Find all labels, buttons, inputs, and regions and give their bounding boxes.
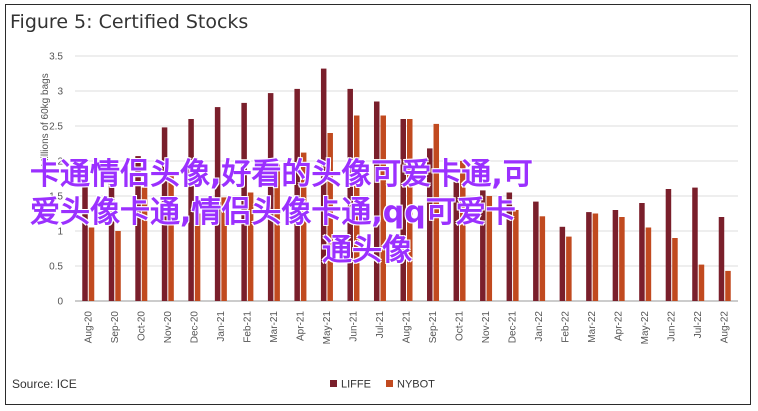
bar-nybot [380, 115, 386, 301]
x-tick-label: May-21 [322, 311, 333, 345]
y-axis-ticks: 0 0.5 1 1.5 2 2.5 3 3.5 [49, 52, 63, 308]
bar-liffe [453, 180, 460, 301]
bar-nybot [645, 227, 652, 301]
x-tick-label: Sep-21 [428, 311, 439, 344]
chart-title: Figure 5: Certified Stocks [10, 11, 249, 33]
x-tick-label: Jan-22 [534, 311, 545, 342]
bar-nybot [141, 187, 148, 301]
bar-nybot [460, 161, 466, 301]
bars [82, 68, 731, 302]
bar-nybot [221, 197, 227, 301]
bar-liffe [559, 226, 566, 301]
bar-nybot [433, 123, 440, 302]
bar-liffe [108, 182, 115, 301]
bar-nybot [274, 164, 280, 301]
watermark-line-2: 爱头像卡通,情侣头像卡通,qq可爱卡 [30, 195, 516, 230]
bar-nybot [672, 238, 678, 301]
x-tick-label: Jul-21 [375, 311, 386, 339]
y-tick-label: 1.5 [49, 192, 63, 203]
bar-nybot [353, 115, 360, 301]
bar-liffe [400, 119, 406, 301]
x-tick-label: Nov-20 [163, 311, 174, 344]
x-tick-label: Apr-21 [295, 311, 306, 341]
bar-liffe [241, 102, 247, 302]
bar-liffe [533, 201, 539, 301]
x-tick-label: Apr-22 [614, 311, 625, 341]
x-tick-label: Aug-21 [402, 311, 413, 344]
bar-liffe [480, 190, 486, 301]
bar-liffe [506, 192, 513, 301]
bar-nybot [88, 227, 95, 301]
bar-liffe [294, 88, 300, 302]
bar-nybot [619, 217, 625, 301]
watermark-line-3: 通头像 [322, 233, 412, 268]
bar-liffe [373, 101, 380, 301]
x-tick-label: Oct-21 [455, 311, 466, 341]
bar-nybot [194, 213, 201, 301]
x-tick-label: Aug-20 [83, 311, 94, 344]
x-tick-label: Nov-21 [481, 311, 492, 344]
bar-liffe [135, 156, 141, 301]
bar-liffe [612, 210, 619, 301]
bar-nybot [513, 210, 519, 301]
bar-nybot [592, 213, 599, 301]
bar-nybot [539, 216, 546, 301]
bar-liffe [161, 127, 168, 302]
x-tick-label: Feb-22 [561, 311, 572, 343]
bar-nybot [115, 231, 121, 301]
x-tick-label: May-22 [640, 311, 651, 345]
bar-liffe [665, 189, 672, 301]
bar-liffe [692, 187, 698, 301]
x-tick-label: Aug-22 [720, 311, 731, 344]
legend-label: NYBOT [397, 379, 435, 391]
y-tick-label: 2 [57, 157, 63, 168]
y-axis-label: Millions of 60kg bags [40, 73, 51, 166]
bar-liffe [586, 212, 592, 301]
x-tick-label: Dec-20 [189, 311, 200, 344]
x-tick-label: Oct-20 [136, 311, 147, 341]
x-tick-label: Jul-22 [693, 311, 704, 339]
x-tick-label: Jan-21 [216, 311, 227, 342]
legend-label: LIFFE [341, 379, 371, 391]
watermark-line-1: 卡通情侣头像,好看的头像可爱卡通,可 [30, 157, 533, 192]
bar-liffe [188, 119, 194, 301]
x-tick-label: Jun-21 [348, 311, 359, 342]
bar-nybot [486, 196, 493, 301]
legend-swatch [330, 380, 337, 387]
x-tick-label: Sep-20 [110, 311, 121, 344]
x-tick-label: Jun-22 [667, 311, 678, 342]
legend-swatch [386, 380, 393, 387]
bar-liffe [347, 88, 353, 302]
bar-liffe [639, 203, 645, 301]
y-tick-label: 2.5 [49, 122, 63, 133]
bar-liffe [320, 68, 327, 301]
bar-nybot [698, 264, 705, 301]
x-tick-label: Dec-21 [508, 311, 519, 344]
y-tick-label: 3.5 [49, 52, 63, 63]
bar-liffe [267, 93, 274, 301]
x-tick-label: Feb-21 [242, 311, 253, 343]
y-tick-label: 1 [57, 227, 63, 238]
bar-nybot [407, 119, 413, 301]
y-tick-label: 3 [57, 87, 63, 98]
y-tick-label: 0 [57, 297, 63, 308]
source-note: Source: ICE [12, 377, 77, 391]
x-axis-ticks: Aug-20 Sep-20 Oct-20 Nov-20 Dec-20 Jan-21 Feb-… [83, 311, 730, 345]
bar-liffe [718, 217, 725, 301]
bar-nybot [168, 171, 174, 301]
legend: LIFFE NYBOT [330, 379, 435, 391]
bar-liffe [427, 148, 433, 301]
y-tick-label: 0.5 [49, 262, 63, 273]
gridlines [75, 55, 738, 302]
bar-nybot [566, 236, 572, 301]
x-tick-label: Mar-21 [269, 311, 280, 343]
bar-nybot [725, 270, 731, 301]
bar-liffe [82, 180, 88, 301]
bar-nybot [247, 192, 254, 301]
bar-nybot [300, 152, 307, 301]
bar-nybot [327, 133, 333, 301]
x-tick-label: Mar-22 [587, 311, 598, 343]
bar-liffe [214, 107, 221, 301]
